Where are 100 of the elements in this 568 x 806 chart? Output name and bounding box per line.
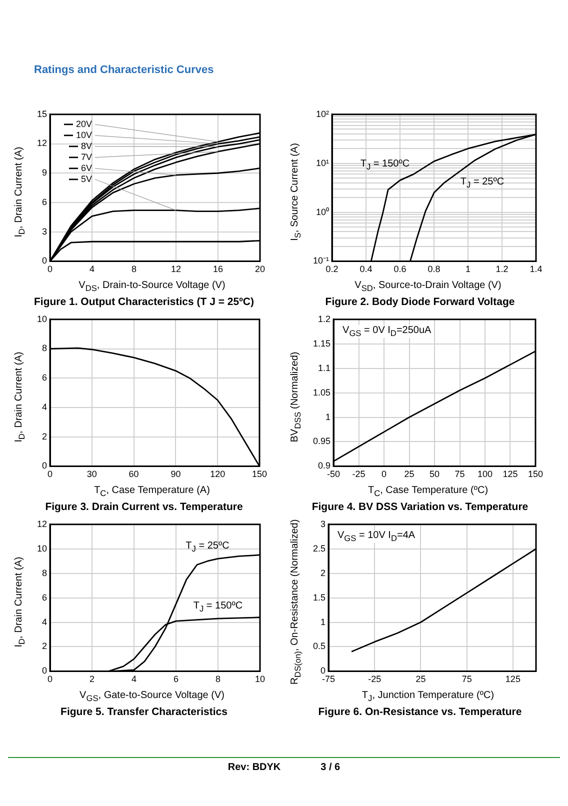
x-tick-label: 75 xyxy=(462,674,472,684)
x-axis-title: T$_{C}$, Case Temperature (A) xyxy=(93,485,211,498)
y-tick-label: 3 xyxy=(320,518,326,529)
x-tick-label: 30 xyxy=(86,469,97,480)
y-tick-label: 12 xyxy=(36,518,48,529)
x-tick-label: -75 xyxy=(322,674,336,684)
y-tick-label: 0 xyxy=(42,256,48,266)
x-tick-label: 0.4 xyxy=(360,264,372,274)
legend-label: 5V xyxy=(80,174,92,184)
y-tick-label: 0.9 xyxy=(318,460,331,471)
y-tick-label: 0 xyxy=(42,460,48,471)
x-tick-label: 16 xyxy=(212,264,224,274)
annotation: V$_{GS}$ = 0V I$_{D}$=250uA xyxy=(342,325,432,338)
x-tick-label: 4 xyxy=(90,264,95,274)
x-tick-label: 1.4 xyxy=(530,264,542,274)
x-tick-label: 120 xyxy=(210,469,226,480)
y-tick-label: 1.15 xyxy=(312,338,331,348)
legend-label: 10V xyxy=(76,130,92,140)
y-tick-label: 0.95 xyxy=(312,436,331,446)
x-tick-label: 12 xyxy=(170,264,182,274)
y-tick-label: 0.5 xyxy=(312,641,326,652)
x-tick-label: 1 xyxy=(465,264,471,274)
x-tick-label: 60 xyxy=(128,469,139,480)
series-label: T$_{J}$ = 25ºC xyxy=(460,176,504,190)
x-tick-label: 25 xyxy=(416,674,426,684)
y-tick-label: 4 xyxy=(42,402,48,412)
y-tick-label: 1.05 xyxy=(312,387,331,398)
x-tick-label: 25 xyxy=(404,469,414,480)
series-label: T$_{J}$ = 25ºC xyxy=(186,540,230,554)
y-tick-label: 9 xyxy=(42,168,48,178)
y-tick-label: 10¹ xyxy=(316,158,330,168)
y-tick-label: 2 xyxy=(42,641,48,652)
y-tick-label: 10 xyxy=(36,314,48,324)
x-tick-label: 0 xyxy=(382,469,387,480)
y-tick-label: 1.5 xyxy=(312,592,326,602)
legend-label: 6V xyxy=(80,162,92,173)
y-tick-label: 10⁻¹ xyxy=(312,256,330,266)
x-tick-label: 8 xyxy=(132,264,137,274)
y-tick-label: 2 xyxy=(320,568,326,578)
x-axis-title: T$_{C}$, Case Temperature (ºC) xyxy=(366,485,490,498)
x-tick-label: 4 xyxy=(132,674,137,684)
x-axis-title: V$_{GS}$, Gate-to-Source Voltage (V) xyxy=(78,690,226,703)
y-tick-label: 0 xyxy=(42,666,48,676)
x-tick-label: 1.2 xyxy=(496,264,508,274)
x-tick-label: 125 xyxy=(502,469,518,480)
x-tick-label: 75 xyxy=(454,469,465,480)
text: Figure 2. Body Diode Forward Voltage xyxy=(324,296,516,308)
x-tick-label: 150 xyxy=(252,469,268,480)
x-tick-label: -25 xyxy=(368,674,382,684)
y-tick-label: 10 xyxy=(36,543,48,554)
y-tick-label: 1.1 xyxy=(318,362,331,373)
x-axis-title: V$_{DS}$, Drain-to-Source Voltage (V) xyxy=(78,280,226,293)
y-tick-label: 12 xyxy=(36,138,48,148)
x-tick-label: 125 xyxy=(505,674,520,684)
annotation: V$_{GS}$ = 10V I$_{D}$=4A xyxy=(336,530,416,544)
y-tick-label: 3 xyxy=(42,226,48,236)
y-tick-label: 8 xyxy=(42,343,48,354)
x-tick-label: 6 xyxy=(173,674,179,684)
y-tick-label: 10⁰ xyxy=(316,206,330,217)
text: Rev: BDYK xyxy=(228,762,281,773)
legend-label: 8V xyxy=(80,140,92,151)
x-axis-title: T$_{J}$, Junction Temperature (ºC) xyxy=(360,690,496,703)
x-tick-label: 20 xyxy=(254,264,266,274)
y-tick-label: 6 xyxy=(42,372,48,383)
series-label: T$_{J}$ = 150ºC xyxy=(193,600,243,614)
x-tick-label: 2 xyxy=(90,674,95,684)
y-tick-label: 1.2 xyxy=(318,314,331,324)
x-tick-label: -50 xyxy=(327,469,340,480)
y-tick-label: 8 xyxy=(42,568,48,578)
x-tick-label: 100 xyxy=(477,469,493,480)
text: Figure 3. Drain Current vs. Temperature xyxy=(44,501,244,513)
legend-label: 7V xyxy=(80,152,92,162)
y-tick-label: 1 xyxy=(326,412,331,422)
y-tick-label: 6 xyxy=(42,592,48,602)
x-tick-label: 150 xyxy=(528,469,544,480)
y-tick-label: 2 xyxy=(42,431,48,442)
y-tick-label: 2.5 xyxy=(312,543,326,554)
y-tick-label: 0 xyxy=(320,666,326,676)
y-tick-label: 1 xyxy=(320,616,326,627)
text: 3 / 6 xyxy=(320,762,340,773)
series-label: T$_{J}$ = 150ºC xyxy=(360,158,410,172)
y-tick-label: 10² xyxy=(316,108,330,119)
x-tick-label: 0.8 xyxy=(428,264,440,274)
y-tick-label: 4 xyxy=(42,616,48,627)
y-tick-label: 6 xyxy=(42,196,48,207)
text: Figure 6. On-Resistance vs. Temperature xyxy=(317,706,523,718)
x-tick-label: 50 xyxy=(429,469,440,480)
y-tick-label: 15 xyxy=(36,108,48,119)
text: Ratings and Characteristic Curves xyxy=(34,64,214,76)
legend-label: 20V xyxy=(76,118,92,129)
text: Figure 1. Output Characteristics (T J = 25ºC) xyxy=(32,296,255,308)
text: Figure 5. Transfer Characteristics xyxy=(60,706,228,718)
x-tick-label: 10 xyxy=(254,674,266,684)
x-tick-label: 8 xyxy=(215,674,221,684)
text: Figure 4. BV DSS Variation vs. Temperature xyxy=(310,501,530,513)
x-tick-label: 0.6 xyxy=(394,264,406,274)
x-axis-title: V$_{SD}$, Source-to-Drain Voltage (V) xyxy=(354,280,502,293)
x-tick-label: 90 xyxy=(170,469,181,480)
x-tick-label: 0.2 xyxy=(326,264,338,274)
x-tick-label: -25 xyxy=(352,469,366,480)
